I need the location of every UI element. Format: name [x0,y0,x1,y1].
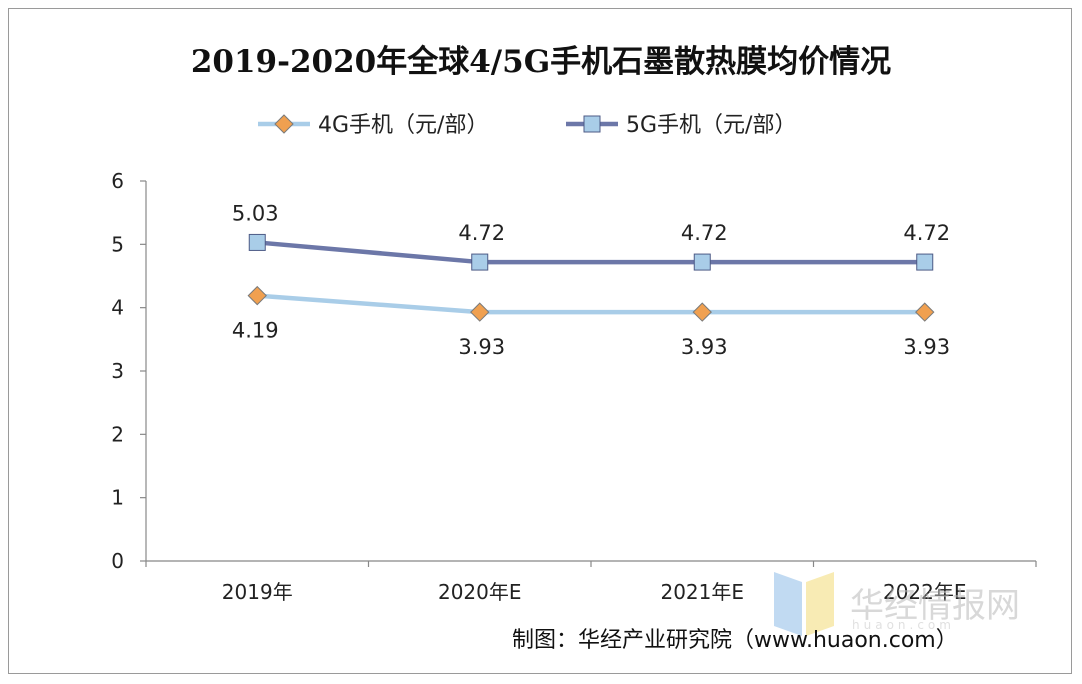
chart-frame [8,8,1072,674]
y-tick-label: 5 [111,232,124,256]
legend-label-2: 5G手机（元/部） [626,113,796,138]
series-1-data-label: 3.93 [681,335,728,359]
y-tick-label: 1 [111,486,124,510]
legend-marker-1 [274,114,294,134]
series-2-point [916,253,934,271]
series-2-data-label: 4.72 [458,221,505,245]
series-1-point [915,302,935,322]
series-line-1 [257,293,925,315]
series-2-data-label: 4.72 [903,221,950,245]
legend-marker-2 [583,115,601,133]
series-2-point [693,253,711,271]
x-tick-label: 2020年E [438,580,522,604]
y-tick-label: 6 [111,169,124,193]
series-1-point [247,285,267,306]
watermark-sub: huaon.com [852,618,955,632]
source-note: 制图：华经产业研究院（www.huaon.com） [512,628,958,653]
series-1-data-label: 3.93 [903,335,950,359]
series-1-data-label: 3.93 [458,335,505,359]
watermark-logo [774,572,834,636]
series-1-data-label: 4.19 [232,319,279,343]
chart-title: 2019-2020年全球4/5G手机石墨散热膜均价情况 [190,44,892,80]
x-tick-label: 2022年E [883,580,967,604]
series-2-point [471,253,489,271]
y-tick-label: 3 [111,359,124,383]
watermark-text: 华经情报网 [850,586,1020,626]
series-2-data-label: 5.03 [232,201,279,225]
legend-label-1: 4G手机（元/部） [318,113,488,138]
series-2-data-label: 4.72 [681,221,728,245]
watermark: 华经情报网 huaon.com [772,572,1042,636]
y-tick-label: 2 [111,422,124,446]
y-tick-label: 0 [111,549,124,573]
series-1-point [470,302,490,322]
series-line-2 [257,240,925,265]
x-tick-label: 2021年E [660,580,744,604]
y-tick-label: 4 [111,296,124,320]
series-2-point [248,233,266,251]
series-1-point [692,302,712,322]
x-tick-label: 2019年 [222,580,293,604]
